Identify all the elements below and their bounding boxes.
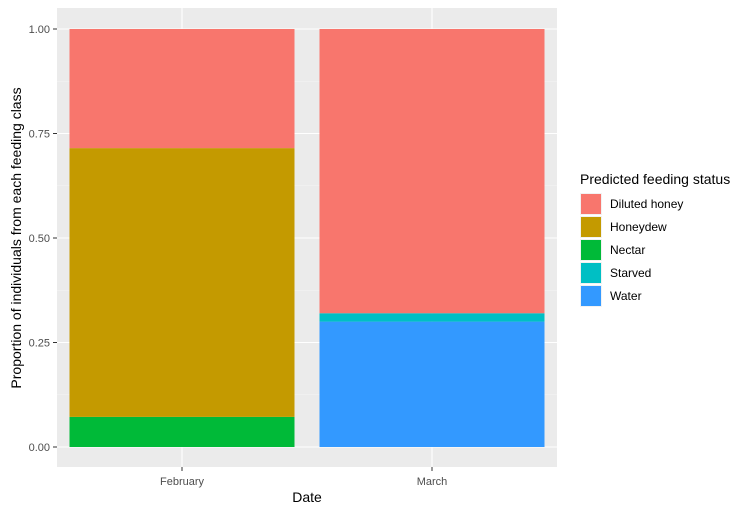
bar-diluted-honey-february — [69, 29, 295, 149]
y-tick-label: 0.00 — [29, 442, 50, 454]
legend-swatch — [581, 240, 601, 260]
x-tick-label-february: February — [160, 476, 205, 488]
legend-item-nectar: Nectar — [580, 239, 645, 261]
y-tick-label: 1.00 — [29, 24, 50, 36]
y-tick-label: 0.75 — [29, 129, 50, 141]
bar-water-march — [319, 321, 545, 447]
x-axis: February March — [160, 467, 447, 488]
legend-item-starved: Starved — [580, 262, 651, 284]
legend-label: Starved — [610, 266, 651, 280]
legend-swatch — [581, 194, 601, 214]
y-tick-label: 0.50 — [29, 233, 50, 245]
legend-title: Predicted feeding status — [580, 171, 730, 187]
legend-label: Nectar — [610, 243, 645, 257]
legend-items: Diluted honey Honeydew Nectar Starved Water — [580, 193, 683, 307]
legend-item-diluted-honey: Diluted honey — [580, 193, 683, 215]
legend-item-water: Water — [580, 285, 642, 307]
y-tick-label: 0.25 — [29, 338, 50, 350]
y-axis-title: Proportion of individuals from each feed… — [8, 87, 24, 388]
legend: Predicted feeding status Diluted honey Ho… — [580, 171, 730, 307]
legend-label: Diluted honey — [610, 197, 683, 211]
bars — [69, 29, 545, 447]
legend-swatch — [581, 263, 601, 283]
bar-honeydew-february — [69, 148, 295, 417]
y-axis: 0.00 0.25 0.50 0.75 1.00 — [29, 24, 57, 454]
legend-label: Honeydew — [610, 220, 667, 234]
bar-diluted-honey-march — [319, 29, 545, 314]
x-tick-label-march: March — [417, 476, 448, 488]
legend-swatch — [581, 217, 601, 237]
x-axis-title: Date — [292, 489, 322, 505]
bar-nectar-february — [69, 416, 295, 447]
legend-swatch — [581, 286, 601, 306]
legend-item-honeydew: Honeydew — [580, 216, 667, 238]
bar-starved-march — [319, 313, 545, 322]
legend-label: Water — [610, 289, 642, 303]
